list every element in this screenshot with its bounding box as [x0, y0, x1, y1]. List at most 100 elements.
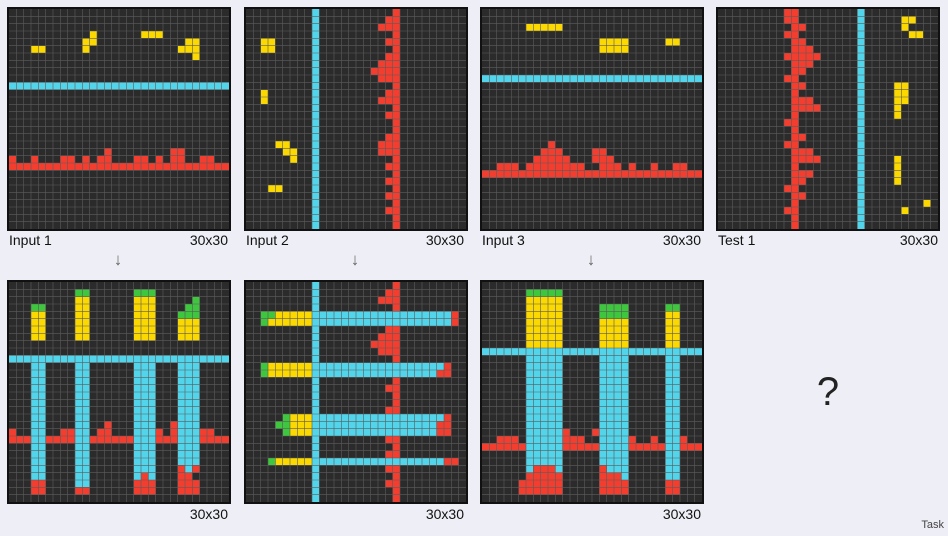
grid-cell	[177, 384, 185, 392]
grid-cell	[606, 348, 614, 356]
grid-cell	[672, 384, 680, 392]
grid-cell	[148, 31, 156, 39]
grid-cell	[192, 443, 200, 451]
grid-cell	[141, 399, 149, 407]
input-1-svg	[9, 9, 229, 229]
grid-cell	[392, 370, 400, 378]
grid-cell	[170, 155, 178, 163]
grid-cell	[791, 221, 799, 229]
grid-cell	[526, 348, 534, 356]
grid-cell	[857, 9, 865, 17]
grid-cell	[621, 384, 629, 392]
grid-cell	[665, 428, 673, 436]
grid-cell	[97, 355, 105, 363]
grid-cell	[312, 311, 320, 319]
grid-cell	[126, 82, 134, 90]
grid-cell	[31, 450, 39, 458]
grid-cell	[148, 406, 156, 414]
grid-cell	[555, 333, 563, 341]
grid-cell	[82, 155, 90, 163]
grid-cell	[614, 414, 622, 422]
grid-cell	[672, 333, 680, 341]
grid-cell	[177, 421, 185, 429]
input-1-grid	[7, 7, 231, 231]
grid-cell	[555, 458, 563, 466]
grid-cell	[141, 406, 149, 414]
grid-cell	[407, 362, 415, 370]
grid-cell	[207, 355, 215, 363]
grid-cell	[334, 421, 342, 429]
grid-cell	[392, 355, 400, 363]
grid-cell	[606, 377, 614, 385]
grid-cell	[614, 443, 622, 451]
grid-cell	[378, 67, 386, 75]
grid-cell	[141, 304, 149, 312]
grid-cell	[290, 148, 298, 156]
grid-cell	[606, 304, 614, 312]
output-1-grid	[7, 280, 231, 504]
grid-cell	[356, 318, 364, 326]
grid-cell	[592, 155, 600, 163]
grid-cell	[672, 392, 680, 400]
grid-cell	[392, 282, 400, 290]
grid-cell	[348, 421, 356, 429]
grid-cell	[628, 163, 636, 171]
grid-cell	[141, 436, 149, 444]
grid-cell	[82, 163, 90, 171]
grid-cell	[392, 75, 400, 83]
grid-cell	[540, 465, 548, 473]
grid-cell	[185, 163, 193, 171]
grid-cell	[540, 155, 548, 163]
grid-cell	[31, 465, 39, 473]
grid-cell	[901, 23, 909, 31]
grid-cell	[533, 170, 541, 178]
grid-cell	[599, 355, 607, 363]
grid-cell	[312, 82, 320, 90]
grid-cell	[577, 75, 585, 83]
grid-cell	[857, 82, 865, 90]
grid-cell	[312, 282, 320, 290]
grid-cell	[192, 362, 200, 370]
grid-cell	[31, 163, 39, 171]
grid-cell	[599, 311, 607, 319]
grid-cell	[555, 148, 563, 156]
grid-cell	[185, 318, 193, 326]
grid-cell	[540, 355, 548, 363]
grid-cell	[548, 392, 556, 400]
grid-cell	[548, 141, 556, 149]
grid-cell	[312, 119, 320, 127]
grid-cell	[533, 333, 541, 341]
grid-cell	[665, 436, 673, 444]
grid-cell	[392, 170, 400, 178]
grid-cell	[533, 155, 541, 163]
grid-cell	[385, 38, 393, 46]
grid-cell	[392, 399, 400, 407]
output-1-svg	[9, 282, 229, 502]
grid-cell	[555, 348, 563, 356]
grid-cell	[141, 458, 149, 466]
grid-cell	[141, 82, 149, 90]
grid-cell	[621, 340, 629, 348]
grid-cell	[665, 472, 673, 480]
grid-cell	[548, 487, 556, 495]
grid-cell	[621, 170, 629, 178]
grid-cell	[526, 326, 534, 334]
grid-cell	[334, 318, 342, 326]
grid-cell	[133, 399, 141, 407]
grid-cell	[555, 443, 563, 451]
grid-cell	[540, 348, 548, 356]
grid-cell	[82, 377, 90, 385]
grid-cell	[548, 348, 556, 356]
grid-cell	[407, 458, 415, 466]
grid-cell	[672, 443, 680, 451]
grid-cell	[606, 355, 614, 363]
grid-cell	[606, 384, 614, 392]
grid-cell	[599, 318, 607, 326]
grid-cell	[31, 326, 39, 334]
grid-cell	[104, 428, 112, 436]
grid-cell	[141, 443, 149, 451]
grid-cell	[378, 370, 386, 378]
grid-cell	[562, 155, 570, 163]
grid-cell	[312, 221, 320, 229]
grid-cell	[592, 428, 600, 436]
